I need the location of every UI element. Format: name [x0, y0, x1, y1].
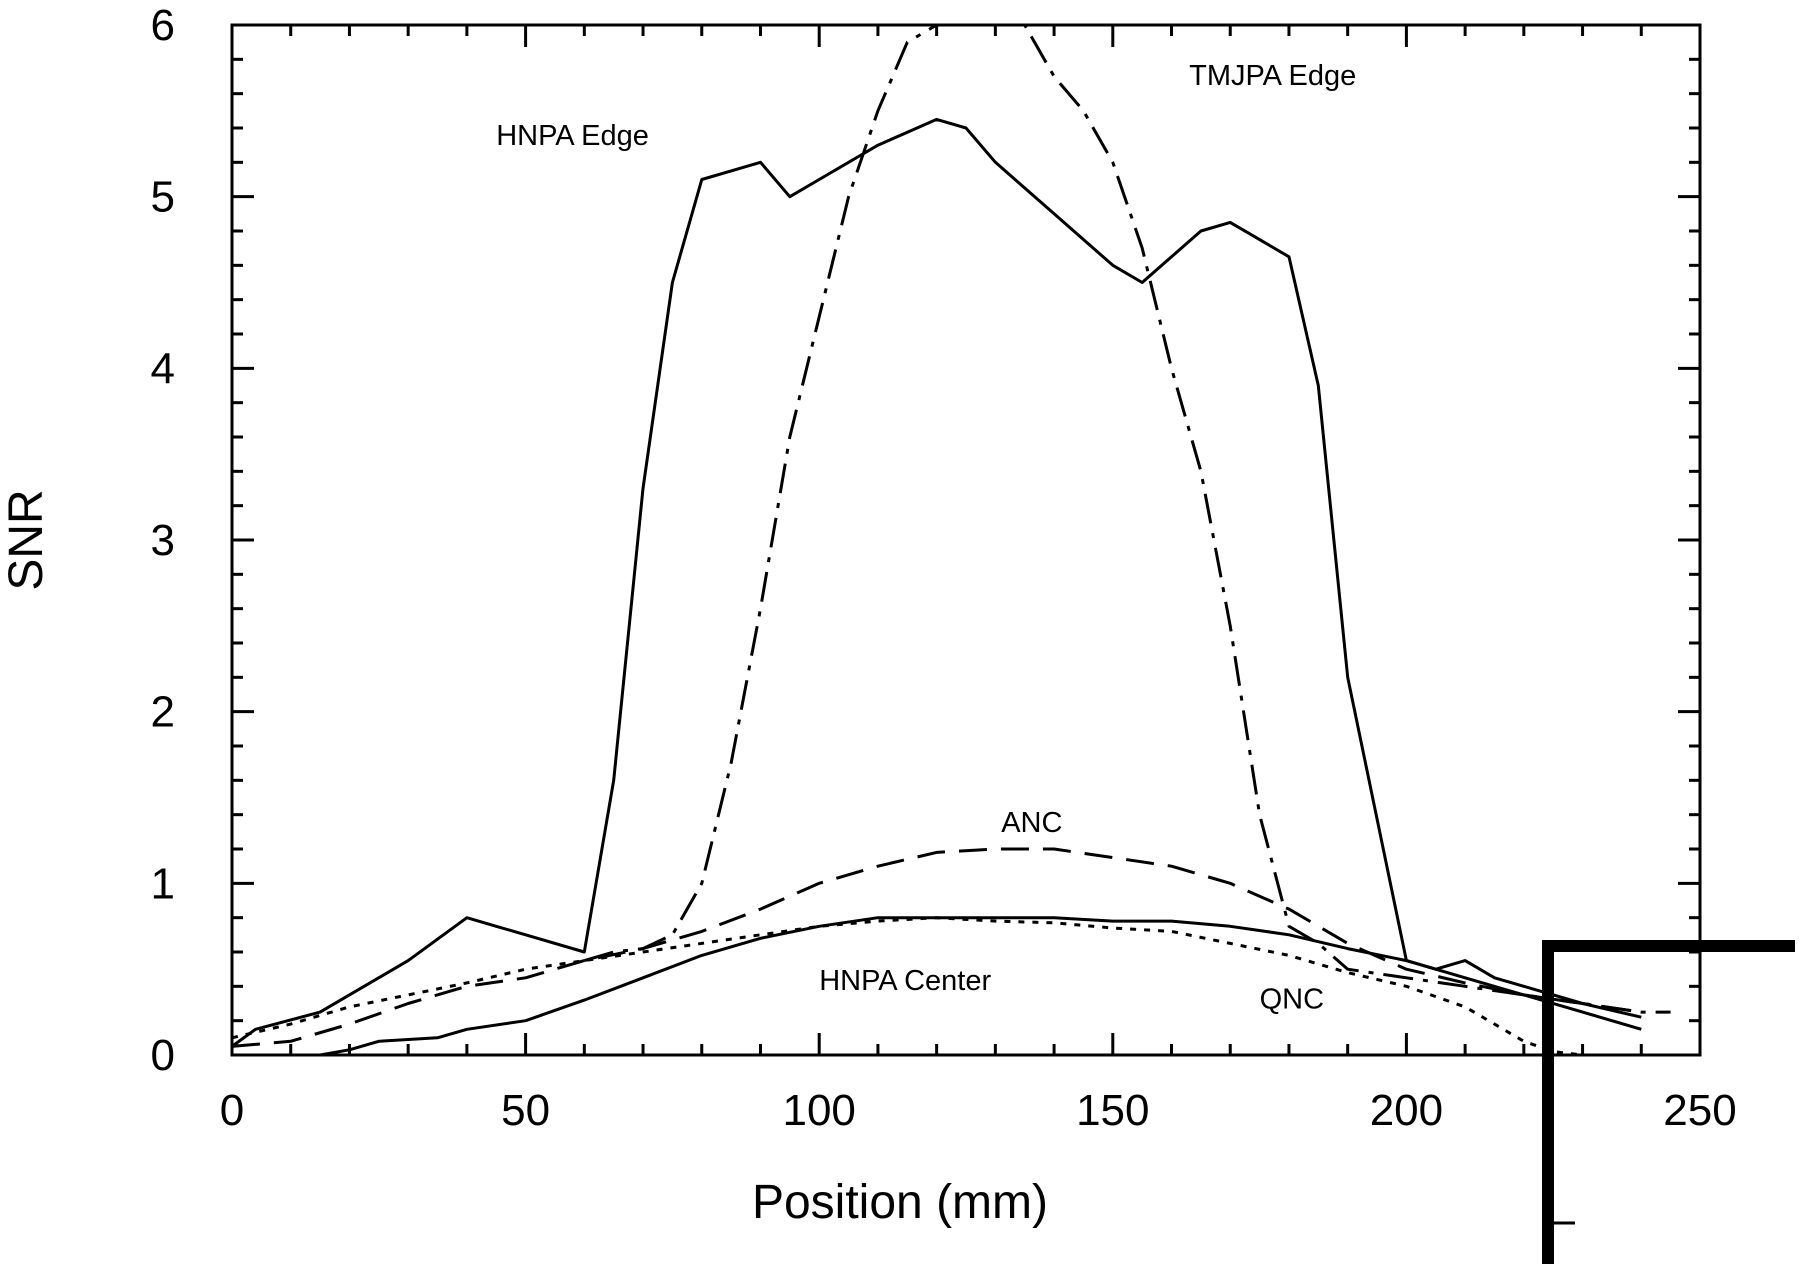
y-tick-label: 2: [151, 688, 175, 737]
y-tick-label: 0: [151, 1031, 175, 1080]
plot-frame: [230, 23, 1702, 1057]
axis-tick-labels: 0 50 100 150 200 250 0 1 2 3 4 5 6: [151, 1, 1737, 1135]
corner-crop-mark: [1542, 940, 1795, 1264]
annotations: HNPA Edge TMJPA Edge ANC HNPA Center QNC: [496, 60, 1356, 1016]
y-tick-label: 4: [151, 344, 175, 393]
x-tick-label: 0: [220, 1086, 244, 1135]
x-tick-label: 200: [1370, 1086, 1443, 1135]
series-annotation-tmjpa-edge: TMJPA Edge: [1189, 60, 1356, 92]
y-tick-label: 1: [151, 859, 175, 908]
y-axis-title: SNR: [0, 489, 53, 590]
series-annotation-hnpa-center: HNPA Center: [819, 965, 991, 997]
axis-ticks: [230, 23, 1702, 1057]
series-annotation-hnpa-edge: HNPA Edge: [496, 120, 649, 152]
series-line-hnpa-center: [261, 916, 1642, 1055]
x-axis-title: Position (mm): [752, 1176, 1048, 1229]
series-line-hnpa-edge: [232, 117, 1642, 1048]
y-tick-label: 6: [151, 1, 175, 50]
x-tick-label: 100: [782, 1086, 855, 1135]
series-layer: [232, 25, 1671, 1055]
x-tick-label: 50: [501, 1086, 550, 1135]
y-tick-label: 5: [151, 173, 175, 222]
series-line-anc: [232, 847, 1642, 1048]
series-annotation-qnc: QNC: [1260, 984, 1324, 1016]
series-annotation-anc: ANC: [1001, 807, 1062, 839]
x-tick-label: 150: [1076, 1086, 1149, 1135]
series-line-qnc: [232, 916, 1583, 1055]
series-line-tmjpa-edge: [583, 25, 1671, 1014]
y-tick-label: 3: [151, 516, 175, 565]
x-tick-label: 250: [1663, 1086, 1736, 1135]
